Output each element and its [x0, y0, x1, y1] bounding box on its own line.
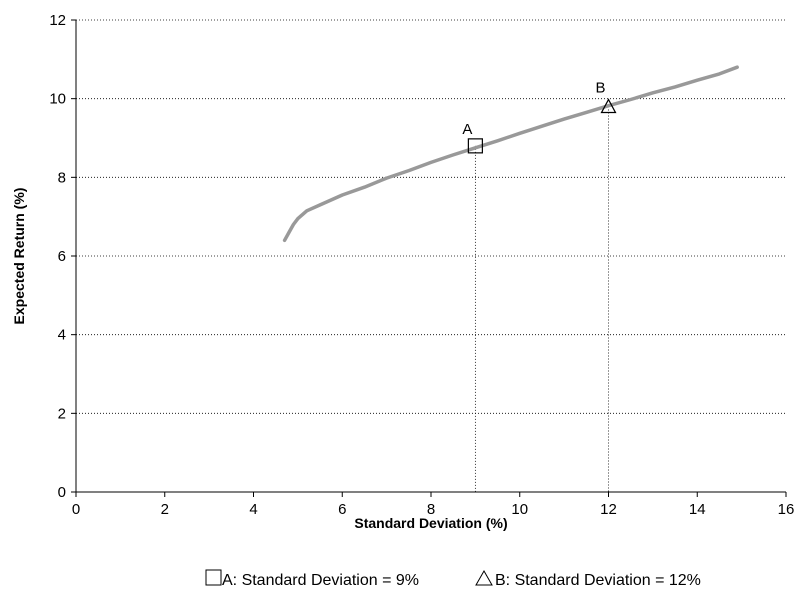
x-tick-label-12: 12: [600, 501, 617, 518]
x-tick-label-8: 8: [427, 501, 435, 518]
grid-lines: [76, 19, 786, 414]
points-layer: AB: [462, 80, 617, 154]
x-tick-label-14: 14: [689, 501, 706, 518]
legend: A: Standard Deviation = 9% B: Standard D…: [205, 569, 701, 589]
x-tick-label-16: 16: [778, 501, 794, 518]
legend-triangle-marker: [475, 569, 493, 586]
y-axis-title: Expected Return (%): [11, 188, 27, 325]
x-tick-label-2: 2: [161, 501, 169, 518]
y-tick-label-0: 0: [58, 484, 66, 501]
y-tick-label-10: 10: [49, 91, 66, 108]
y-axis-ticks: 0 2 4 6 8 10 12: [49, 12, 76, 501]
legend-item-a-text: A: Standard Deviation = 9%: [222, 572, 419, 589]
drop-lines: [474, 106, 609, 492]
legend-square-marker: [205, 569, 222, 586]
point-a-label: A: [462, 121, 472, 138]
point-b-triangle-marker: [600, 98, 617, 114]
series-layer: [282, 65, 739, 243]
y-tick-label-6: 6: [58, 248, 66, 265]
x-tick-label-6: 6: [338, 501, 346, 518]
x-axis-ticks: 0 2 4 6 8 10 12 14 16: [72, 492, 794, 518]
point-b-label: B: [595, 80, 605, 97]
y-tick-label-2: 2: [58, 405, 66, 422]
point-a-square-marker: [467, 138, 483, 154]
x-tick-label-10: 10: [511, 501, 528, 518]
legend-item-b-text: B: Standard Deviation = 12%: [495, 572, 701, 589]
y-tick-label-4: 4: [58, 327, 66, 344]
y-tick-label-8: 8: [58, 169, 66, 186]
x-axis-title: Standard Deviation (%): [354, 515, 507, 531]
y-tick-label-12: 12: [49, 12, 66, 29]
series-line-0: [282, 65, 739, 243]
x-tick-label-0: 0: [72, 501, 80, 518]
x-tick-label-4: 4: [249, 501, 257, 518]
